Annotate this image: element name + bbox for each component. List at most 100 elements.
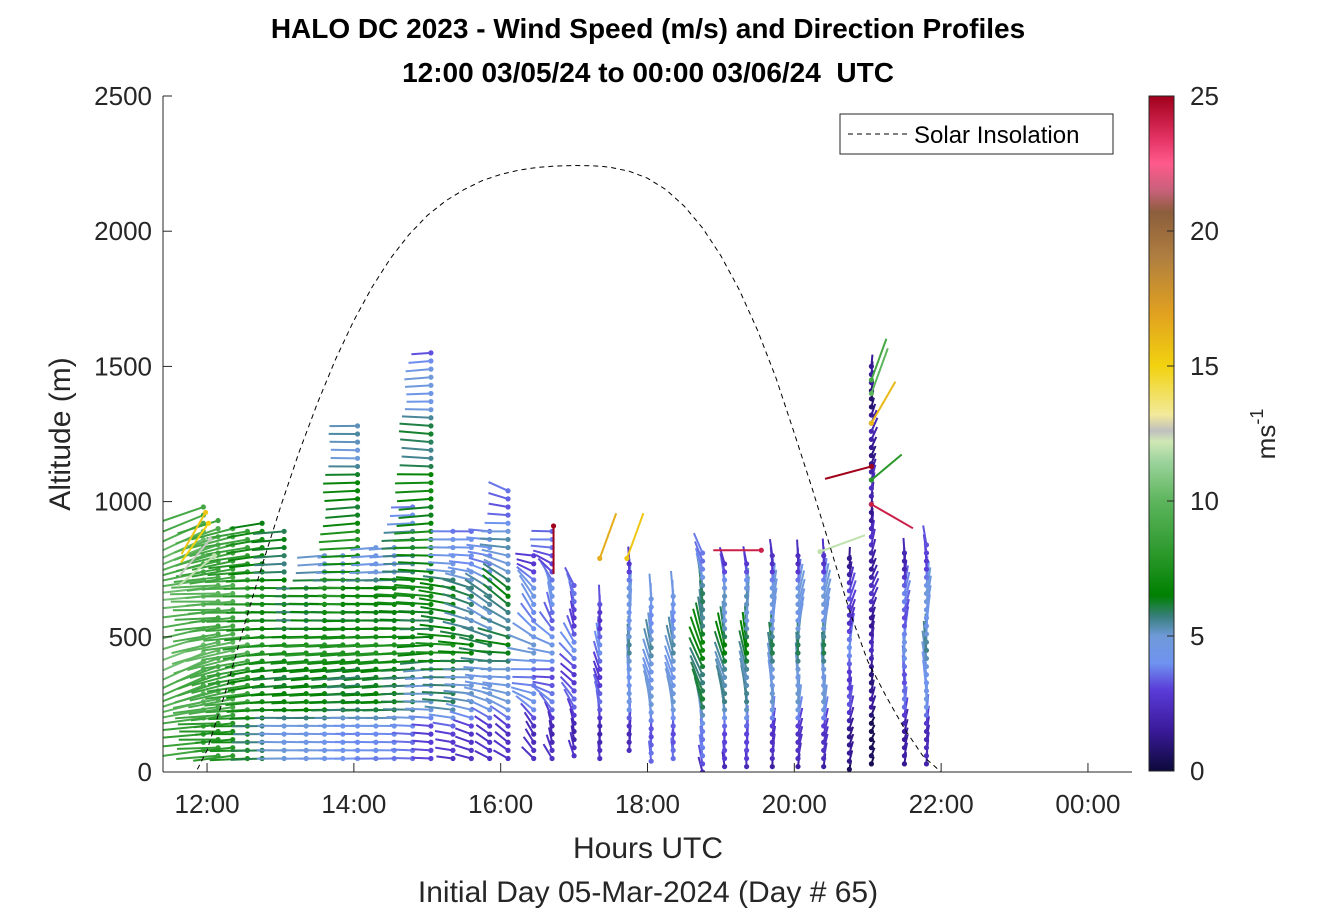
wind-barb-head	[468, 682, 474, 689]
wind-barb	[305, 652, 343, 657]
wind-barb-head	[699, 696, 706, 702]
wind-barb-head	[571, 680, 577, 686]
wind-barb	[483, 553, 509, 565]
wind-barb-head	[868, 663, 874, 670]
wind-barb-head	[846, 653, 852, 659]
y-tick-label: 500	[109, 622, 152, 652]
wind-barb-notable-head	[868, 501, 874, 507]
wind-barb-head	[571, 631, 577, 637]
wind-barb-head	[281, 553, 287, 559]
wind-barb	[454, 753, 472, 760]
wind-barb-head	[487, 723, 493, 729]
wind-barb-head	[549, 650, 555, 656]
x-tick-label: 20:00	[762, 789, 827, 819]
wind-barb-head	[721, 617, 728, 624]
wind-barb	[925, 567, 932, 594]
wind-barb	[375, 643, 413, 647]
wind-barb-head	[721, 739, 728, 745]
wind-barb-notable-head	[205, 520, 212, 526]
x-axis-ticks: 12:00 14:00 16:00 18:00 20:00 22:00 00:00	[175, 763, 1120, 819]
wind-barb	[521, 746, 535, 760]
wind-barb	[483, 558, 509, 573]
wind-barb-head	[487, 626, 493, 632]
wind-barb	[351, 554, 376, 559]
wind-barb-head	[744, 731, 750, 737]
wind-barb-head	[868, 396, 874, 402]
wind-barb-head	[699, 761, 706, 767]
wind-barb	[172, 698, 219, 710]
wind-barb-head	[670, 658, 676, 664]
wind-barb-head	[450, 723, 456, 729]
wind-barb	[694, 547, 704, 570]
wind-barb-head	[505, 609, 511, 616]
wind-barb	[396, 553, 431, 557]
wind-barb	[903, 589, 911, 611]
wind-barb	[903, 580, 911, 602]
wind-barb-head	[923, 623, 930, 629]
wind-barb-head	[281, 561, 287, 567]
wind-barb-head	[868, 574, 874, 580]
wind-barb-head	[505, 650, 511, 656]
wind-barb-head	[901, 663, 908, 670]
wind-barb-head	[744, 739, 750, 745]
x-tick-label: 16:00	[468, 789, 533, 819]
wind-barb-head	[901, 590, 908, 597]
wind-barb-head	[505, 544, 511, 551]
wind-barb-head	[868, 639, 874, 645]
wind-barb	[715, 664, 726, 694]
wind-barb	[592, 651, 601, 670]
wind-barb	[342, 692, 376, 697]
wind-barb-head	[901, 753, 908, 759]
wind-barb	[738, 630, 748, 662]
wind-barb-head	[230, 574, 236, 580]
wind-barb-head	[230, 639, 236, 645]
wind-barb-head	[699, 615, 706, 621]
wind-barb	[698, 734, 704, 756]
wind-barb-head	[769, 747, 775, 753]
wind-barb-head	[428, 585, 434, 591]
wind-barb	[538, 611, 553, 630]
wind-barb	[397, 652, 432, 657]
wind-barb-head	[769, 553, 775, 559]
wind-barb-notable-head	[624, 555, 630, 561]
wind-barb	[350, 546, 376, 551]
wind-barb-head	[846, 580, 852, 586]
wind-barb-head	[505, 577, 511, 583]
wind-barb	[325, 692, 358, 697]
wind-barb-head	[428, 577, 434, 583]
wind-barb	[297, 562, 325, 567]
wind-barb-head	[821, 682, 827, 689]
wind-barb	[382, 676, 413, 680]
wind-barb-head	[468, 755, 474, 762]
wind-barb	[479, 543, 509, 549]
wind-barb-head	[549, 690, 555, 697]
wind-barb-head	[846, 645, 852, 651]
wind-barb	[187, 657, 233, 672]
wind-barb-head	[721, 650, 728, 656]
wind-barb-head	[648, 726, 654, 732]
wind-barb-head	[428, 723, 434, 729]
wind-barb	[172, 706, 219, 715]
wind-barb	[559, 631, 575, 651]
wind-barb	[542, 743, 553, 759]
wind-barb-head	[531, 553, 537, 559]
wind-barb-head	[795, 553, 801, 559]
wind-barb-head	[549, 699, 555, 705]
wind-barb	[389, 723, 413, 728]
wind-barb-head	[721, 593, 728, 599]
wind-barb	[464, 680, 490, 687]
wind-barb-head	[769, 577, 775, 583]
wind-barb-head	[699, 712, 706, 718]
wind-barb-head	[281, 577, 287, 583]
wind-barb	[647, 612, 653, 640]
wind-barb-head	[505, 690, 511, 697]
wind-barb	[195, 738, 233, 744]
wind-barb-head	[721, 755, 728, 762]
wind-barb-notable	[598, 512, 618, 559]
wind-barb	[648, 573, 653, 600]
wind-barb-head	[648, 709, 654, 716]
wind-barb-notable-head	[550, 523, 557, 529]
wind-barb-head	[721, 585, 728, 591]
wind-barb	[529, 658, 553, 663]
wind-barb	[176, 754, 219, 760]
